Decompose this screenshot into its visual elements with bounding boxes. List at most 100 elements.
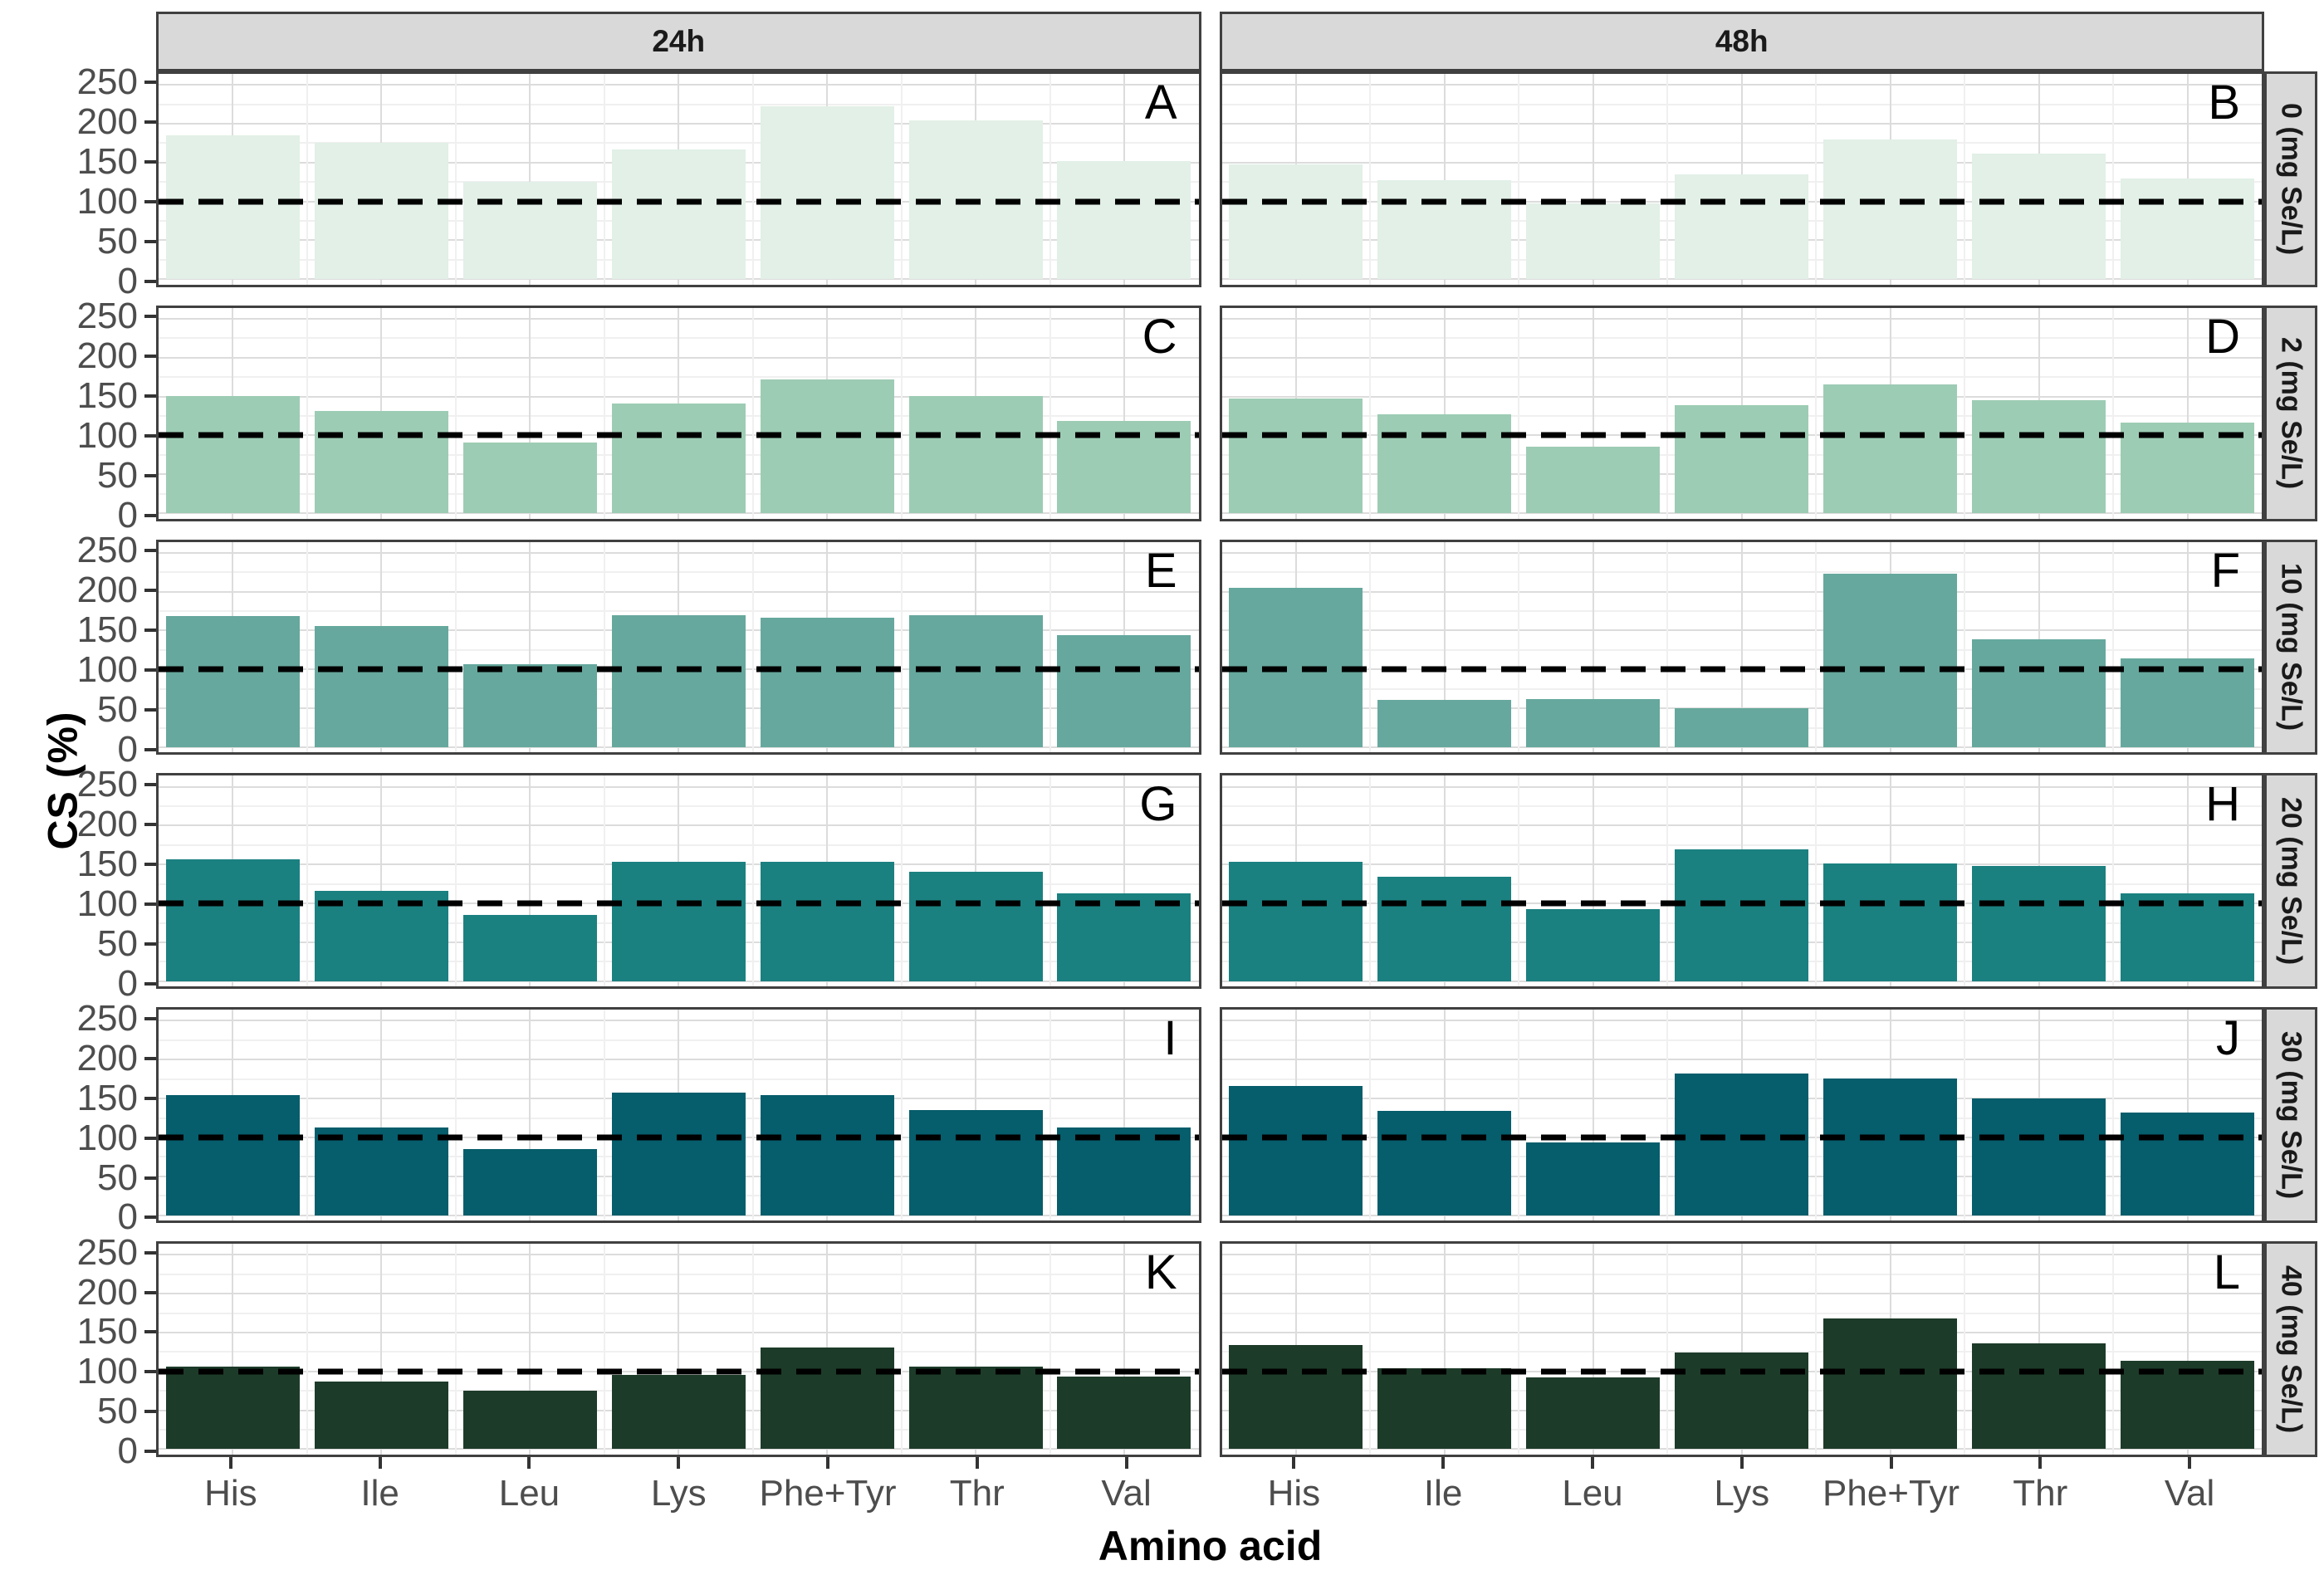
- vertical-minor-gridline: [603, 775, 605, 987]
- vertical-minor-gridline: [1815, 1010, 1818, 1221]
- bar-slot: [307, 308, 456, 519]
- vertical-minor-gridline: [1815, 307, 1818, 519]
- bar-slot: [1964, 1010, 2113, 1220]
- vertical-minor-gridline: [603, 307, 605, 519]
- x-tick-mark: [1590, 1457, 1594, 1469]
- x-tick-label: Val: [1101, 1473, 1152, 1514]
- vertical-minor-gridline: [1666, 1010, 1669, 1221]
- panel-d: D: [1219, 305, 2264, 521]
- facet-row-strip-label: 30 (mg Se/L): [2275, 1031, 2307, 1200]
- bars: [1222, 1244, 2263, 1455]
- vertical-minor-gridline: [900, 1244, 903, 1455]
- bar: [908, 871, 1043, 981]
- y-tick-label: 150: [76, 141, 138, 183]
- facet-row-strip-label: 0 (mg Se/L): [2275, 103, 2307, 256]
- x-category: Ile: [306, 1457, 455, 1522]
- vertical-gridline: [2186, 307, 2189, 519]
- vertical-minor-gridline: [1369, 775, 1372, 987]
- bar: [1229, 1344, 1363, 1450]
- vertical-minor-gridline: [1815, 775, 1818, 987]
- vertical-minor-gridline: [454, 541, 457, 753]
- vertical-minor-gridline: [454, 307, 457, 519]
- bar-slot: [1050, 1010, 1199, 1220]
- y-tick-label: 150: [76, 1311, 138, 1352]
- x-category: Val: [2115, 1457, 2264, 1522]
- bar-slot: [1964, 1244, 2113, 1455]
- bar-slot: [604, 74, 753, 285]
- x-tick-mark: [975, 1457, 979, 1469]
- y-tick-mark: [144, 1370, 156, 1374]
- y-tick-label: 150: [76, 1077, 138, 1118]
- bar: [2120, 178, 2254, 280]
- vertical-minor-gridline: [751, 775, 754, 987]
- bar-slot: [2113, 1244, 2262, 1455]
- bar-slot: [1519, 1244, 1667, 1455]
- y-tick-label: 0: [117, 494, 138, 536]
- x-tick-label: His: [1267, 1473, 1321, 1514]
- y-tick-label: 50: [97, 688, 138, 730]
- bar: [760, 1347, 894, 1450]
- x-tick-mark: [677, 1457, 681, 1469]
- y-tick-mark: [144, 1450, 156, 1454]
- x-category: Phe+Tyr: [1817, 1457, 1966, 1522]
- bar: [165, 615, 300, 747]
- vertical-minor-gridline: [1964, 1244, 1966, 1455]
- bar: [1229, 1086, 1363, 1215]
- bar: [760, 106, 894, 280]
- vertical-minor-gridline: [454, 1010, 457, 1221]
- bar: [1675, 404, 1809, 514]
- x-category: Phe+Tyr: [753, 1457, 903, 1522]
- vertical-minor-gridline: [306, 775, 308, 987]
- y-tick-label: 250: [76, 530, 138, 571]
- bar: [1057, 160, 1191, 280]
- x-tick-label: His: [204, 1473, 257, 1514]
- y-tick-label: 200: [76, 1037, 138, 1079]
- y-tick-label: 250: [76, 997, 138, 1039]
- bar-slot: [1222, 1244, 1371, 1455]
- vertical-minor-gridline: [306, 307, 308, 519]
- bar: [1229, 164, 1363, 280]
- facet-row-strip: 0 (mg Se/L): [2264, 71, 2317, 287]
- facet-row-strip-label: 20 (mg Se/L): [2275, 797, 2307, 966]
- bar: [2120, 893, 2254, 981]
- y-tick-label: 150: [76, 609, 138, 650]
- panel-letter: J: [2216, 1011, 2240, 1066]
- panel-j: J: [1219, 1007, 2264, 1224]
- x-category: Ile: [1368, 1457, 1518, 1522]
- y-tick-label: 250: [76, 61, 138, 103]
- panel-i: I: [156, 1007, 1201, 1224]
- column-gap: [1201, 12, 1220, 71]
- bar-slot: [307, 1010, 456, 1220]
- vertical-minor-gridline: [751, 74, 754, 285]
- vertical-gridline: [529, 541, 531, 753]
- y-axis-ticks: 0 50 100 150 200 250: [56, 64, 156, 300]
- vertical-gridline: [1740, 541, 1743, 753]
- corner-spacer: [2264, 12, 2317, 71]
- y-tick-label: 200: [76, 335, 138, 377]
- vertical-gridline: [1443, 541, 1446, 753]
- vertical-minor-gridline: [1049, 74, 1051, 285]
- vertical-minor-gridline: [603, 1244, 605, 1455]
- bar: [611, 1374, 746, 1450]
- facet-row-strip: 2 (mg Se/L): [2264, 305, 2317, 521]
- bar: [1057, 1377, 1191, 1450]
- vertical-minor-gridline: [751, 541, 754, 753]
- bars: [1222, 308, 2263, 519]
- x-axis: His Ile Leu Lys Phe+Tyr Thr Val His Ile Leu Lys Ph…: [56, 1457, 2317, 1522]
- bar-slot: [159, 775, 307, 986]
- bar-slot: [1519, 308, 1667, 519]
- bar: [760, 861, 894, 981]
- y-tick-mark: [144, 782, 156, 786]
- facet-row: 0 50 100 150 200 250 I J 30 (mg Se/L): [56, 1000, 2317, 1235]
- bar: [1823, 1318, 1958, 1450]
- bar-slot: [456, 1010, 604, 1220]
- vertical-minor-gridline: [1049, 541, 1051, 753]
- bar-slot: [1667, 1244, 1816, 1455]
- bar: [1229, 862, 1363, 981]
- vertical-minor-gridline: [1666, 1244, 1669, 1455]
- y-tick-mark: [144, 1096, 156, 1100]
- vertical-minor-gridline: [751, 307, 754, 519]
- vertical-minor-gridline: [1369, 1244, 1372, 1455]
- vertical-minor-gridline: [1815, 74, 1818, 285]
- y-tick-mark: [144, 981, 156, 986]
